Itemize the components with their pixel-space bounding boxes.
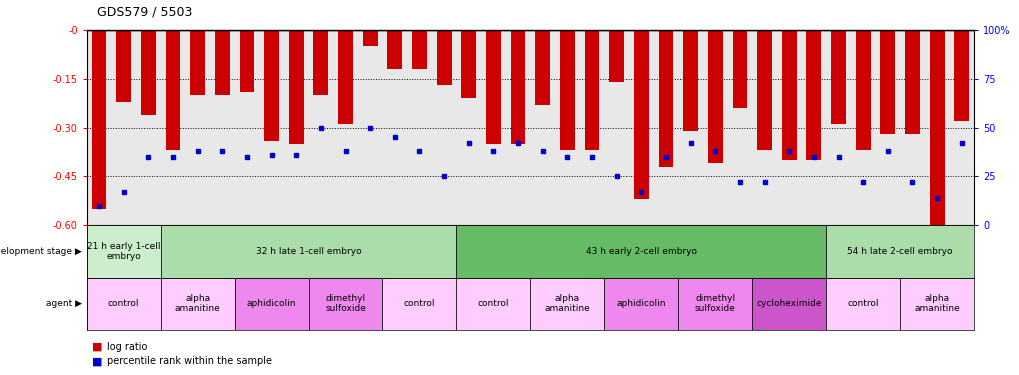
Bar (161, 225, 455, 278)
Text: 54 h late 2-cell embryo: 54 h late 2-cell embryo (847, 247, 952, 256)
Bar (461, 30, 476, 98)
Text: 32 h late 1-cell embryo: 32 h late 1-cell embryo (256, 247, 361, 256)
Bar (683, 30, 697, 131)
Text: alpha
amanitine: alpha amanitine (174, 294, 220, 314)
Bar (899, 278, 973, 330)
Bar (806, 30, 820, 160)
Bar (190, 30, 205, 95)
Text: log ratio: log ratio (107, 342, 148, 351)
Bar (457, 225, 825, 278)
Bar (732, 30, 747, 108)
Bar (234, 278, 308, 330)
Bar (215, 30, 229, 95)
Bar (751, 278, 825, 330)
Bar (457, 278, 530, 330)
Text: GDS579 / 5503: GDS579 / 5503 (97, 6, 193, 19)
Bar (678, 278, 751, 330)
Text: control: control (477, 299, 508, 308)
Bar (387, 30, 401, 69)
Text: control: control (847, 299, 878, 308)
Text: control: control (108, 299, 140, 308)
Bar (165, 30, 180, 150)
Bar (412, 30, 426, 69)
Text: dimethyl
sulfoxide: dimethyl sulfoxide (694, 294, 735, 314)
Bar (141, 30, 156, 114)
Bar (116, 30, 131, 102)
Bar (608, 30, 624, 82)
Text: development stage ▶: development stage ▶ (0, 247, 82, 256)
Text: 43 h early 2-cell embryo: 43 h early 2-cell embryo (585, 247, 696, 256)
Text: alpha
amanitine: alpha amanitine (544, 294, 590, 314)
Bar (633, 30, 648, 199)
Bar (707, 30, 721, 163)
Bar (781, 30, 796, 160)
Text: dimethyl
sulfoxide: dimethyl sulfoxide (325, 294, 366, 314)
Bar (658, 30, 673, 166)
Bar (485, 30, 500, 144)
Bar (511, 30, 525, 144)
Text: 21 h early 1-cell
embryo: 21 h early 1-cell embryo (87, 242, 160, 261)
Bar (239, 30, 254, 92)
Bar (308, 278, 382, 330)
Bar (87, 278, 161, 330)
Bar (954, 30, 968, 121)
Bar (382, 278, 455, 330)
Bar (830, 30, 845, 124)
Bar (603, 278, 678, 330)
Bar (363, 30, 377, 46)
Text: aphidicolin: aphidicolin (615, 299, 665, 308)
Text: alpha
amanitine: alpha amanitine (913, 294, 959, 314)
Bar (530, 278, 603, 330)
Bar (584, 30, 599, 150)
Text: agent ▶: agent ▶ (46, 299, 82, 308)
Bar (161, 278, 234, 330)
Bar (87, 225, 161, 278)
Bar (313, 30, 328, 95)
Text: percentile rank within the sample: percentile rank within the sample (107, 357, 272, 366)
Bar (825, 278, 899, 330)
Bar (288, 30, 304, 144)
Text: aphidicolin: aphidicolin (247, 299, 297, 308)
Bar (436, 30, 451, 85)
Bar (92, 30, 106, 209)
Bar (928, 30, 944, 225)
Bar (879, 30, 895, 134)
Bar (337, 30, 353, 124)
Text: ■: ■ (92, 342, 102, 351)
Bar (756, 30, 771, 150)
Bar (855, 30, 869, 150)
Bar (904, 30, 919, 134)
Text: ■: ■ (92, 357, 102, 366)
Bar (535, 30, 549, 105)
Text: control: control (404, 299, 435, 308)
Bar (264, 30, 278, 141)
Bar (559, 30, 575, 150)
Text: cycloheximide: cycloheximide (756, 299, 821, 308)
Bar (825, 225, 973, 278)
